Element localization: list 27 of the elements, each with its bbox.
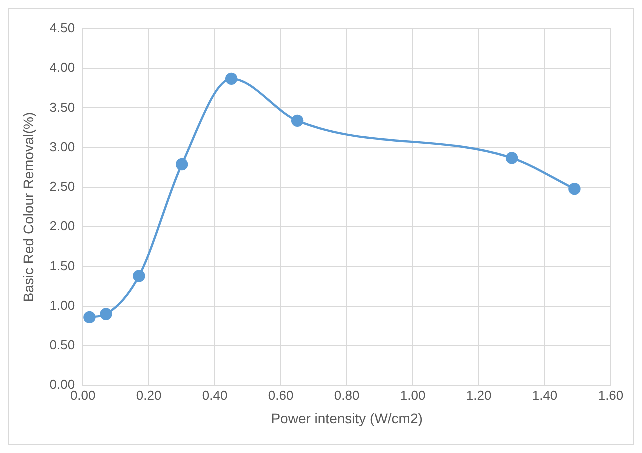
y-tick-label: 1.50 (50, 258, 76, 274)
x-tick-label: 1.00 (400, 388, 426, 403)
point (291, 114, 304, 128)
x-tick-label: 0.80 (334, 388, 360, 403)
y-tick-label: 2.00 (50, 218, 76, 234)
point (225, 72, 238, 86)
point (100, 308, 112, 320)
y-tick-label: 1.00 (50, 298, 76, 313)
point (133, 270, 146, 282)
y-tick-label: 3.00 (50, 139, 76, 154)
x-tick-label: 0.20 (136, 388, 162, 403)
x-tick-label: 1.20 (466, 388, 492, 403)
x-tick-label: 0.60 (268, 388, 294, 403)
point (176, 158, 188, 171)
x-axis-title: Power intensity (W/cm2) (271, 410, 423, 426)
y-tick-label: 4.00 (50, 60, 76, 76)
point (84, 311, 96, 324)
y-axis-title: Basic Red Colour Removal(%) (20, 112, 36, 302)
point (568, 182, 581, 196)
y-tick-label: 4.50 (50, 20, 76, 36)
x-tick-label: 1.40 (532, 388, 558, 403)
y-tick-label: 0.50 (50, 338, 76, 353)
y-tick-label: 3.50 (50, 100, 76, 115)
y-tick-label: 2.50 (50, 179, 76, 194)
x-tick-label: 1.60 (598, 388, 624, 403)
point (506, 152, 518, 164)
x-tick-label: 0.40 (202, 388, 228, 403)
